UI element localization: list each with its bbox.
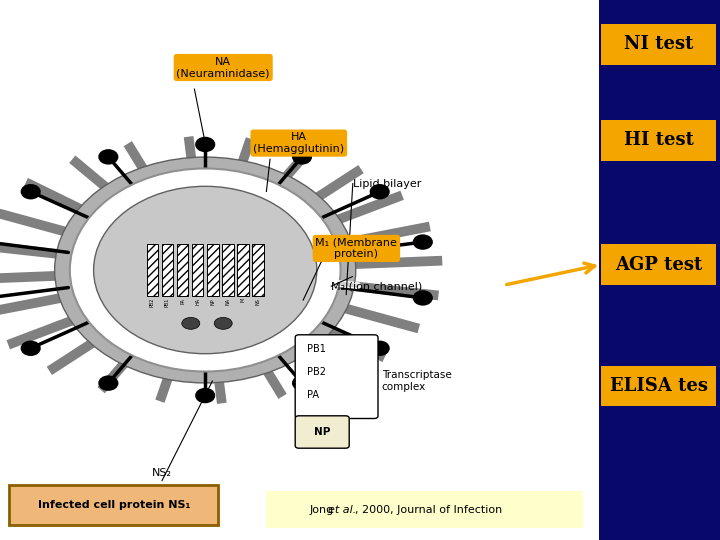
Circle shape (55, 157, 356, 383)
Text: PA: PA (180, 298, 185, 304)
Text: Jong: Jong (310, 505, 338, 515)
FancyBboxPatch shape (601, 366, 716, 407)
Text: NS₂: NS₂ (152, 468, 172, 478)
Circle shape (22, 185, 40, 199)
Text: M₁ (Membrane
protein): M₁ (Membrane protein) (315, 238, 397, 259)
FancyBboxPatch shape (147, 244, 158, 296)
FancyBboxPatch shape (176, 244, 188, 296)
FancyBboxPatch shape (0, 0, 599, 540)
Text: NA
(Neuraminidase): NA (Neuraminidase) (176, 57, 270, 78)
Circle shape (293, 150, 312, 164)
Circle shape (413, 291, 432, 305)
Text: HA
(Hemagglutinin): HA (Hemagglutinin) (253, 132, 344, 154)
Text: NP: NP (314, 427, 330, 437)
Text: M: M (240, 298, 246, 302)
Text: Transcriptase
complex: Transcriptase complex (382, 370, 451, 392)
Text: , 2000, Journal of Infection: , 2000, Journal of Infection (355, 505, 503, 515)
Text: PB1: PB1 (165, 298, 170, 307)
FancyBboxPatch shape (601, 120, 716, 160)
FancyBboxPatch shape (601, 244, 716, 285)
Text: NS: NS (256, 298, 261, 305)
Text: HI test: HI test (624, 131, 694, 150)
Ellipse shape (215, 318, 232, 329)
Text: HA: HA (195, 298, 200, 305)
Text: NI test: NI test (624, 35, 693, 53)
Text: PB2: PB2 (150, 298, 155, 307)
Circle shape (370, 185, 389, 199)
Text: M₂ (ion channel): M₂ (ion channel) (331, 281, 423, 291)
Circle shape (196, 137, 215, 151)
FancyBboxPatch shape (252, 244, 264, 296)
FancyBboxPatch shape (601, 24, 716, 64)
FancyBboxPatch shape (222, 244, 233, 296)
FancyBboxPatch shape (161, 244, 173, 296)
Circle shape (99, 376, 117, 390)
FancyBboxPatch shape (295, 416, 349, 448)
Text: NA: NA (225, 298, 230, 305)
Circle shape (370, 341, 389, 355)
Text: Lipid bilayer: Lipid bilayer (353, 179, 421, 188)
FancyBboxPatch shape (9, 485, 218, 525)
Text: et al.: et al. (328, 505, 356, 515)
Text: NP: NP (210, 298, 215, 305)
Ellipse shape (181, 318, 199, 329)
Text: Infected cell protein NS₁: Infected cell protein NS₁ (37, 500, 190, 510)
FancyBboxPatch shape (237, 244, 249, 296)
Circle shape (22, 341, 40, 355)
FancyBboxPatch shape (295, 335, 378, 418)
Circle shape (293, 376, 312, 390)
Text: AGP test: AGP test (615, 255, 703, 274)
Circle shape (94, 186, 317, 354)
FancyBboxPatch shape (266, 491, 583, 528)
Circle shape (413, 235, 432, 249)
FancyArrowPatch shape (507, 263, 595, 285)
FancyBboxPatch shape (207, 244, 219, 296)
Circle shape (196, 389, 215, 403)
FancyBboxPatch shape (192, 244, 203, 296)
Text: PB1

PB2

PA: PB1 PB2 PA (307, 344, 326, 400)
Circle shape (70, 168, 341, 372)
Text: ELISA tes: ELISA tes (610, 377, 708, 395)
Circle shape (99, 150, 117, 164)
